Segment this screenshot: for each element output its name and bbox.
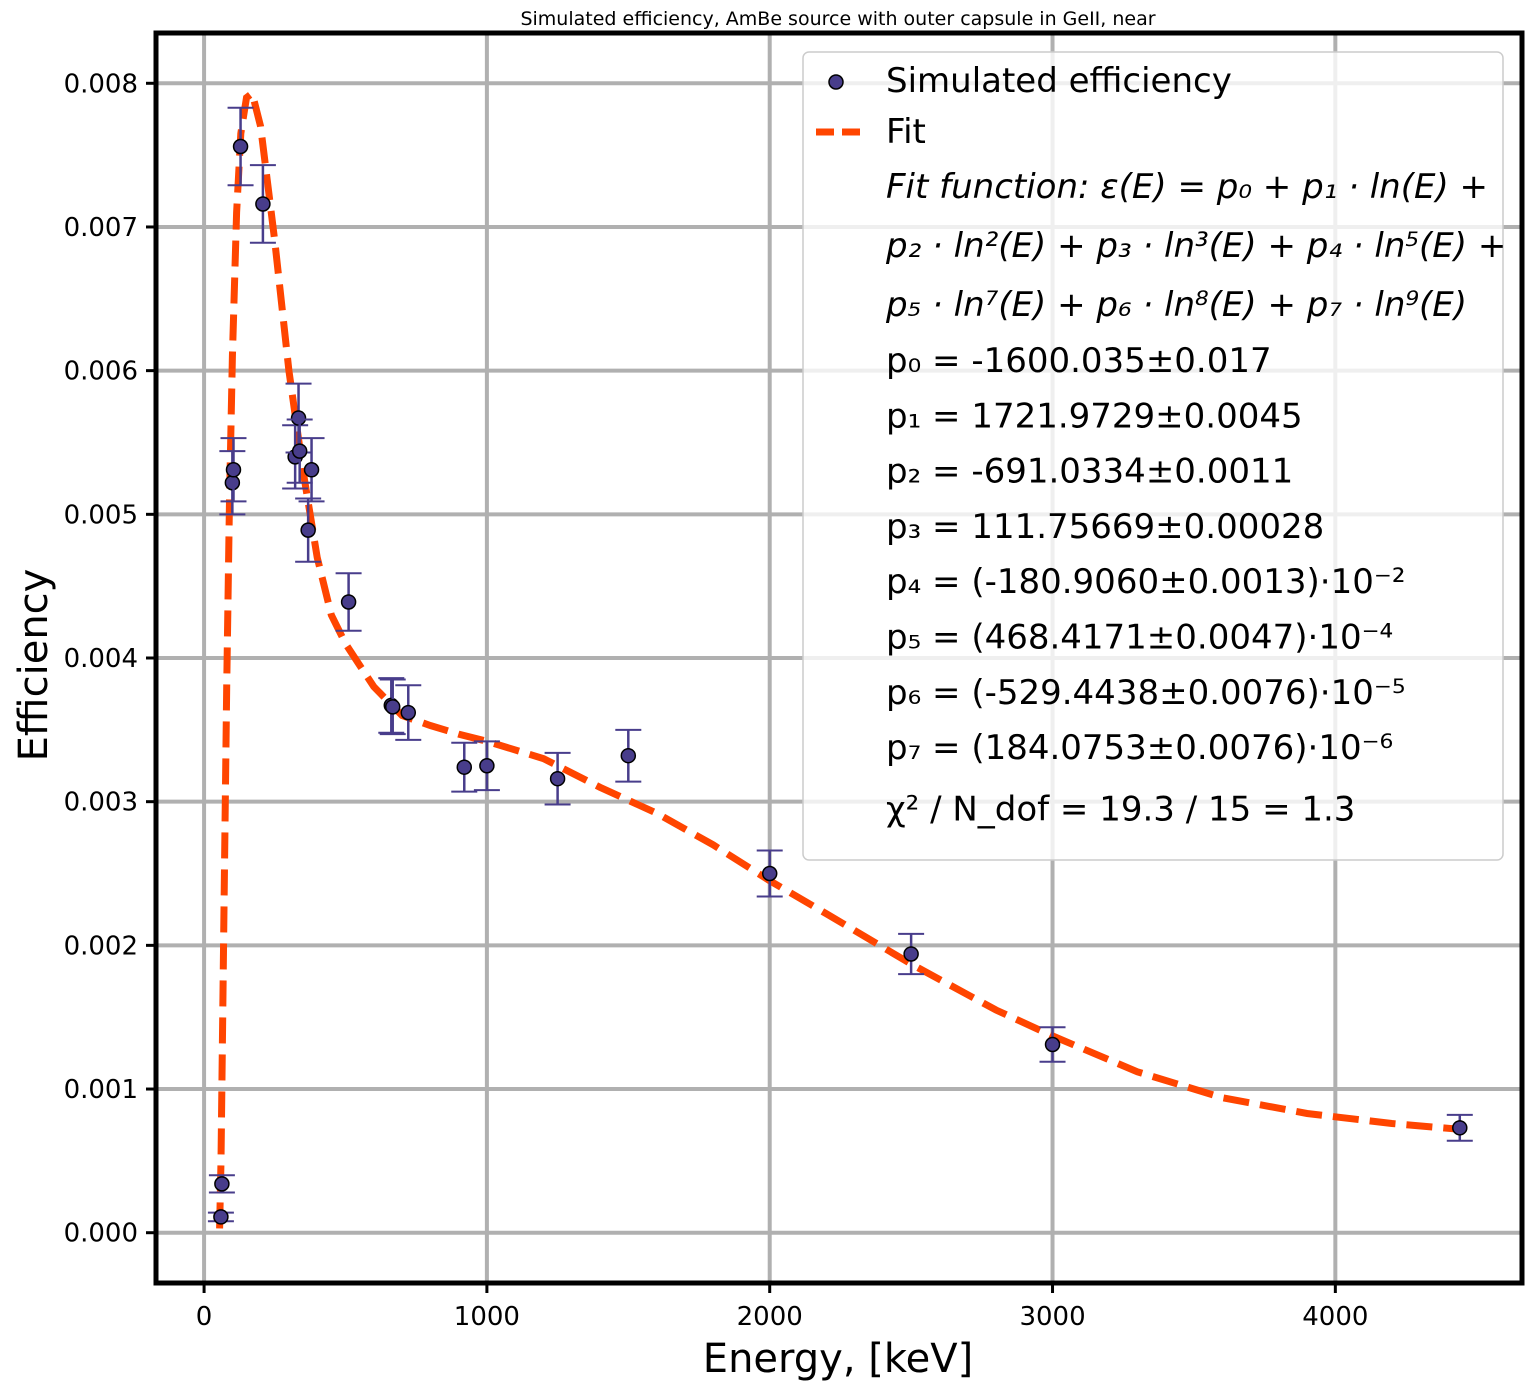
x-axis-ticks: 0 1000 2000 3000 4000 <box>196 1283 1368 1332</box>
data-marker <box>1044 1036 1061 1053</box>
data-point <box>379 678 406 736</box>
data-marker <box>255 196 271 212</box>
legend-label-fit: Fit <box>886 112 926 152</box>
legend-label-points: Simulated efficiency <box>886 61 1232 101</box>
y-tick-label: 0.007 <box>64 213 138 243</box>
data-point <box>451 741 478 793</box>
data-point <box>298 437 325 503</box>
legend-parameter: p₆ = (-529.4438±0.0076)·10⁻⁵ <box>886 673 1405 713</box>
x-tick-label: 0 <box>196 1302 213 1332</box>
data-marker <box>761 865 778 882</box>
data-point <box>220 437 247 503</box>
data-point <box>756 849 783 898</box>
data-marker <box>400 704 417 721</box>
x-tick-label: 2000 <box>737 1302 803 1332</box>
data-point <box>1039 1026 1066 1063</box>
data-marker <box>620 747 637 764</box>
data-marker <box>384 699 401 715</box>
data-point <box>295 497 322 563</box>
data-point <box>249 164 276 244</box>
data-point <box>227 106 254 187</box>
data-marker <box>903 946 919 962</box>
legend-fit-function-line: Fit function: ε(E) = p₀ + p₁ · ln(E) + <box>886 167 1488 207</box>
data-point <box>395 684 422 741</box>
data-marker <box>291 443 308 459</box>
x-tick-label: 1000 <box>454 1302 520 1332</box>
legend-fit-function-line: p₂ · ln²(E) + p₃ · ln³(E) + p₄ · ln⁵(E) … <box>885 226 1506 266</box>
fit-curve-layer <box>216 87 1461 1229</box>
data-marker <box>1452 1120 1468 1136</box>
data-point <box>615 728 642 783</box>
y-tick-label: 0.000 <box>64 1219 138 1249</box>
y-axis-ticks: 0.000 0.001 0.002 0.003 0.004 0.005 0.006 0.007… <box>64 69 156 1249</box>
legend-chi2: χ² / N_dof = 19.3 / 15 = 1.3 <box>886 789 1355 829</box>
legend-parameter: p₄ = (-180.9060±0.0013)·10⁻² <box>886 562 1405 602</box>
legend-parameter: p₀ = -1600.035±0.017 <box>886 341 1272 381</box>
data-point <box>544 751 571 806</box>
data-point <box>208 1174 235 1194</box>
legend-parameter: p₁ = 1721.9729±0.0045 <box>886 396 1303 436</box>
data-marker <box>303 462 320 478</box>
data-marker <box>300 522 316 538</box>
data-point <box>898 932 925 976</box>
y-tick-label: 0.003 <box>64 788 138 818</box>
y-tick-label: 0.006 <box>64 357 138 387</box>
data-marker <box>225 462 242 478</box>
data-marker <box>213 1209 229 1225</box>
data-point <box>207 1209 234 1225</box>
data-point <box>1446 1113 1473 1142</box>
legend-parameter: p₅ = (468.4171±0.0047)·10⁻⁴ <box>886 618 1393 658</box>
x-axis-label: Energy, [keV] <box>703 1336 973 1382</box>
y-tick-label: 0.008 <box>64 69 138 99</box>
x-tick-label: 4000 <box>1302 1302 1368 1332</box>
data-marker <box>456 759 473 775</box>
chart-title: Simulated efficiency, AmBe source with o… <box>520 8 1155 30</box>
y-tick-label: 0.002 <box>64 931 138 961</box>
legend-fit-function-line: p₅ · ln⁷(E) + p₆ · ln⁸(E) + p₇ · ln⁹(E) <box>885 285 1467 325</box>
x-tick-label: 3000 <box>1019 1302 1085 1332</box>
data-marker <box>479 758 495 774</box>
data-points-layer <box>207 106 1473 1225</box>
fit-curve <box>216 87 1461 1229</box>
legend-box <box>802 51 1504 861</box>
legend-parameter: p₃ = 111.75669±0.00028 <box>886 507 1324 547</box>
data-point <box>473 740 500 792</box>
legend: Simulated efficiency Fit Fit function: ε(E… <box>802 51 1506 861</box>
data-marker <box>232 138 249 155</box>
data-marker <box>340 594 357 610</box>
data-marker <box>549 770 566 787</box>
data-point <box>335 572 362 632</box>
y-tick-label: 0.004 <box>64 644 138 674</box>
y-axis-label: Efficiency <box>11 569 57 762</box>
data-point <box>286 418 313 484</box>
y-tick-label: 0.001 <box>64 1075 138 1105</box>
data-marker <box>214 1176 230 1192</box>
y-tick-label: 0.005 <box>64 500 138 530</box>
legend-parameter: p₂ = -691.0334±0.0011 <box>886 452 1293 492</box>
legend-parameter: p₇ = (184.0753±0.0076)·10⁻⁶ <box>886 728 1393 768</box>
legend-marker-points <box>828 74 844 90</box>
